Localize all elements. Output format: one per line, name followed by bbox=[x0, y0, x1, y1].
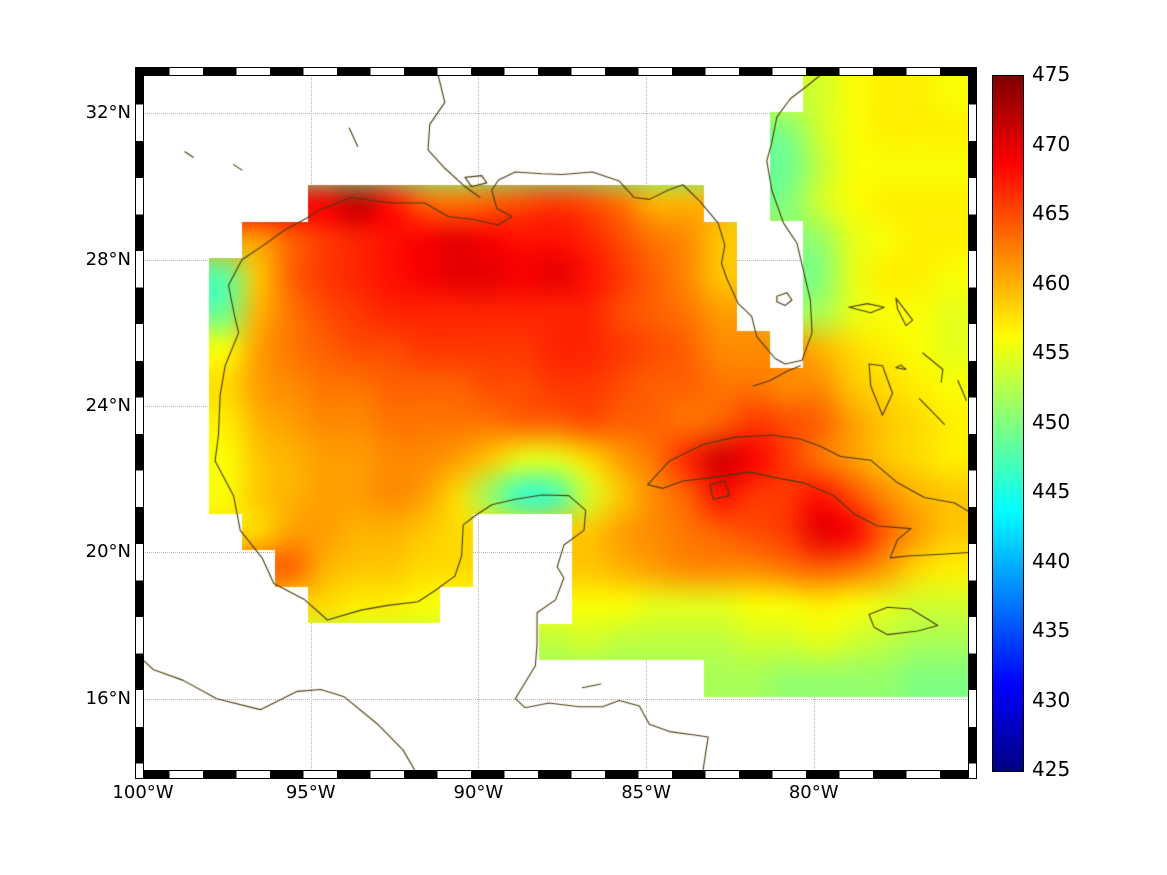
colorbar-tick-label: 430 bbox=[1032, 687, 1071, 712]
x-tick-label: 95°W bbox=[285, 782, 336, 803]
y-tick-label: 24°N bbox=[85, 395, 131, 417]
colorbar bbox=[992, 75, 1024, 772]
heatmap-canvas bbox=[143, 75, 968, 770]
colorbar-tick-label: 450 bbox=[1032, 409, 1071, 434]
colorbar-tick-label: 425 bbox=[1032, 757, 1071, 781]
y-tick-label: 32°N bbox=[85, 102, 131, 124]
colorbar-tick-label: 460 bbox=[1032, 270, 1071, 295]
x-tick-label: 90°W bbox=[453, 782, 504, 803]
y-tick-label: 16°N bbox=[85, 687, 131, 709]
colorbar-tick-label: 470 bbox=[1032, 131, 1071, 156]
colorbar-gradient bbox=[993, 76, 1023, 771]
colorbar-tick-label: 435 bbox=[1032, 618, 1071, 642]
colorbar-tick-label: 455 bbox=[1032, 340, 1071, 364]
x-tick-label: 80°W bbox=[788, 782, 839, 803]
y-tick-label: 20°N bbox=[85, 541, 131, 563]
map-frame-top bbox=[135, 67, 976, 76]
colorbar-tick-label: 465 bbox=[1032, 201, 1071, 225]
x-tick-label: 100°W bbox=[112, 782, 174, 803]
map-frame-right bbox=[968, 67, 977, 779]
x-tick-label: 85°W bbox=[621, 782, 671, 803]
colorbar-tick-label: 445 bbox=[1032, 479, 1071, 503]
y-tick-label: 28°N bbox=[85, 248, 131, 270]
map-frame-left bbox=[135, 67, 144, 779]
colorbar-tick-label: 475 bbox=[1032, 62, 1071, 86]
colorbar-tick-label: 440 bbox=[1032, 548, 1071, 573]
map-frame-bottom bbox=[135, 770, 976, 779]
map-plot-area bbox=[143, 75, 968, 770]
